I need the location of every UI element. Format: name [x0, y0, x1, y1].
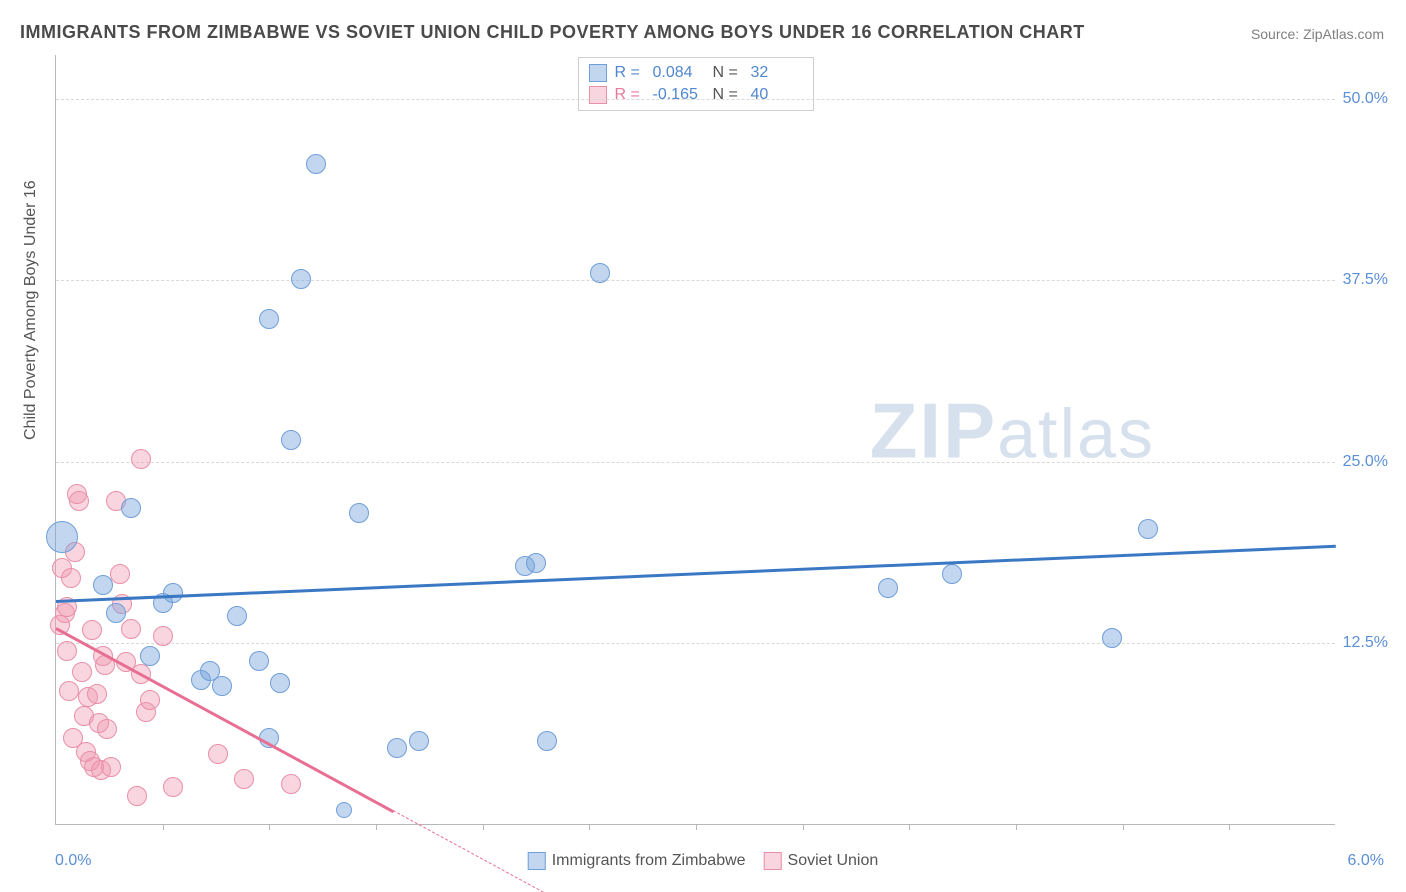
- legend-swatch: [764, 852, 782, 870]
- soviet-union-point: [101, 757, 121, 777]
- stats-legend: R = 0.084 N = 32 R = -0.165 N = 40: [578, 57, 814, 111]
- gridline: [56, 643, 1335, 644]
- legend-swatch: [589, 86, 607, 104]
- gridline: [56, 99, 1335, 100]
- y-tick-label: 25.0%: [1343, 453, 1388, 471]
- zimbabwe-point: [1138, 519, 1158, 539]
- y-tick-label: 37.5%: [1343, 271, 1388, 289]
- zimbabwe-point: [259, 309, 279, 329]
- soviet-union-point: [69, 491, 89, 511]
- soviet-union-point: [131, 449, 151, 469]
- zimbabwe-point: [140, 646, 160, 666]
- n-label: N =: [713, 62, 743, 84]
- x-tick: [1229, 824, 1230, 830]
- zimbabwe-point: [878, 578, 898, 598]
- zimbabwe-point: [306, 154, 326, 174]
- x-tick: [483, 824, 484, 830]
- zimbabwe-point: [106, 603, 126, 623]
- r-value: 0.084: [653, 62, 705, 84]
- gridline: [56, 462, 1335, 463]
- soviet-union-point: [57, 641, 77, 661]
- soviet-union-point: [127, 786, 147, 806]
- zimbabwe-point: [291, 269, 311, 289]
- soviet-union-point: [59, 681, 79, 701]
- soviet-union-point: [72, 662, 92, 682]
- x-tick: [909, 824, 910, 830]
- y-tick-label: 12.5%: [1343, 634, 1388, 652]
- x-tick: [696, 824, 697, 830]
- zimbabwe-point: [409, 731, 429, 751]
- chart-title: IMMIGRANTS FROM ZIMBABWE VS SOVIET UNION…: [20, 22, 1085, 43]
- zimbabwe-point: [349, 503, 369, 523]
- n-value: 32: [751, 62, 803, 84]
- legend-swatch: [528, 852, 546, 870]
- zimbabwe-point: [270, 673, 290, 693]
- series-legend-label: Immigrants from Zimbabwe: [552, 852, 746, 870]
- n-label: N =: [713, 84, 743, 106]
- legend-swatch: [589, 64, 607, 82]
- x-tick: [803, 824, 804, 830]
- y-tick-label: 50.0%: [1343, 90, 1388, 108]
- chart-container: IMMIGRANTS FROM ZIMBABWE VS SOVIET UNION…: [0, 0, 1406, 892]
- zimbabwe-point: [537, 731, 557, 751]
- x-tick: [1123, 824, 1124, 830]
- zimbabwe-point: [249, 651, 269, 671]
- soviet-union-point: [153, 626, 173, 646]
- series-legend-item: Immigrants from Zimbabwe: [528, 852, 746, 870]
- x-tick: [1016, 824, 1017, 830]
- watermark-sub: atlas: [997, 394, 1155, 472]
- r-label: R =: [615, 84, 645, 106]
- r-value: -0.165: [653, 84, 705, 106]
- zimbabwe-point: [121, 498, 141, 518]
- r-label: R =: [615, 62, 645, 84]
- zimbabwe-point: [212, 676, 232, 696]
- soviet-union-point: [87, 684, 107, 704]
- soviet-union-point: [281, 774, 301, 794]
- n-value: 40: [751, 84, 803, 106]
- zimbabwe-point: [1102, 628, 1122, 648]
- series-legend-item: Soviet Union: [764, 852, 879, 870]
- zimbabwe-point: [590, 263, 610, 283]
- zimbabwe-point: [387, 738, 407, 758]
- soviet-union-point: [208, 744, 228, 764]
- y-axis-label: Child Poverty Among Boys Under 16: [22, 180, 40, 440]
- zimbabwe-point: [526, 553, 546, 573]
- series-legend: Immigrants from Zimbabwe Soviet Union: [528, 852, 879, 870]
- x-axis-min-label: 0.0%: [55, 852, 91, 870]
- stats-legend-row: R = -0.165 N = 40: [589, 84, 803, 106]
- zimbabwe-point: [227, 606, 247, 626]
- zimbabwe-point: [336, 802, 352, 818]
- zimbabwe-point: [93, 575, 113, 595]
- zimbabwe-point: [163, 583, 183, 603]
- soviet-union-point: [82, 620, 102, 640]
- soviet-union-point: [97, 719, 117, 739]
- gridline: [56, 280, 1335, 281]
- plot-area: ZIPatlas R = 0.084 N = 32 R = -0.165 N = 40: [55, 55, 1335, 825]
- stats-legend-row: R = 0.084 N = 32: [589, 62, 803, 84]
- zimbabwe-point: [281, 430, 301, 450]
- soviet-union-point: [234, 769, 254, 789]
- x-tick: [163, 824, 164, 830]
- soviet-union-point: [110, 564, 130, 584]
- zimbabwe-trendline: [56, 545, 1336, 603]
- x-tick: [376, 824, 377, 830]
- soviet-union-point: [163, 777, 183, 797]
- x-tick: [269, 824, 270, 830]
- series-legend-label: Soviet Union: [788, 852, 879, 870]
- watermark-main: ZIP: [870, 386, 997, 474]
- soviet-union-point: [121, 619, 141, 639]
- soviet-union-point: [61, 568, 81, 588]
- source-attribution: Source: ZipAtlas.com: [1251, 26, 1384, 42]
- zimbabwe-point: [942, 564, 962, 584]
- soviet-union-point: [140, 690, 160, 710]
- x-axis-max-label: 6.0%: [1348, 852, 1384, 870]
- x-tick: [589, 824, 590, 830]
- zimbabwe-point: [46, 521, 78, 553]
